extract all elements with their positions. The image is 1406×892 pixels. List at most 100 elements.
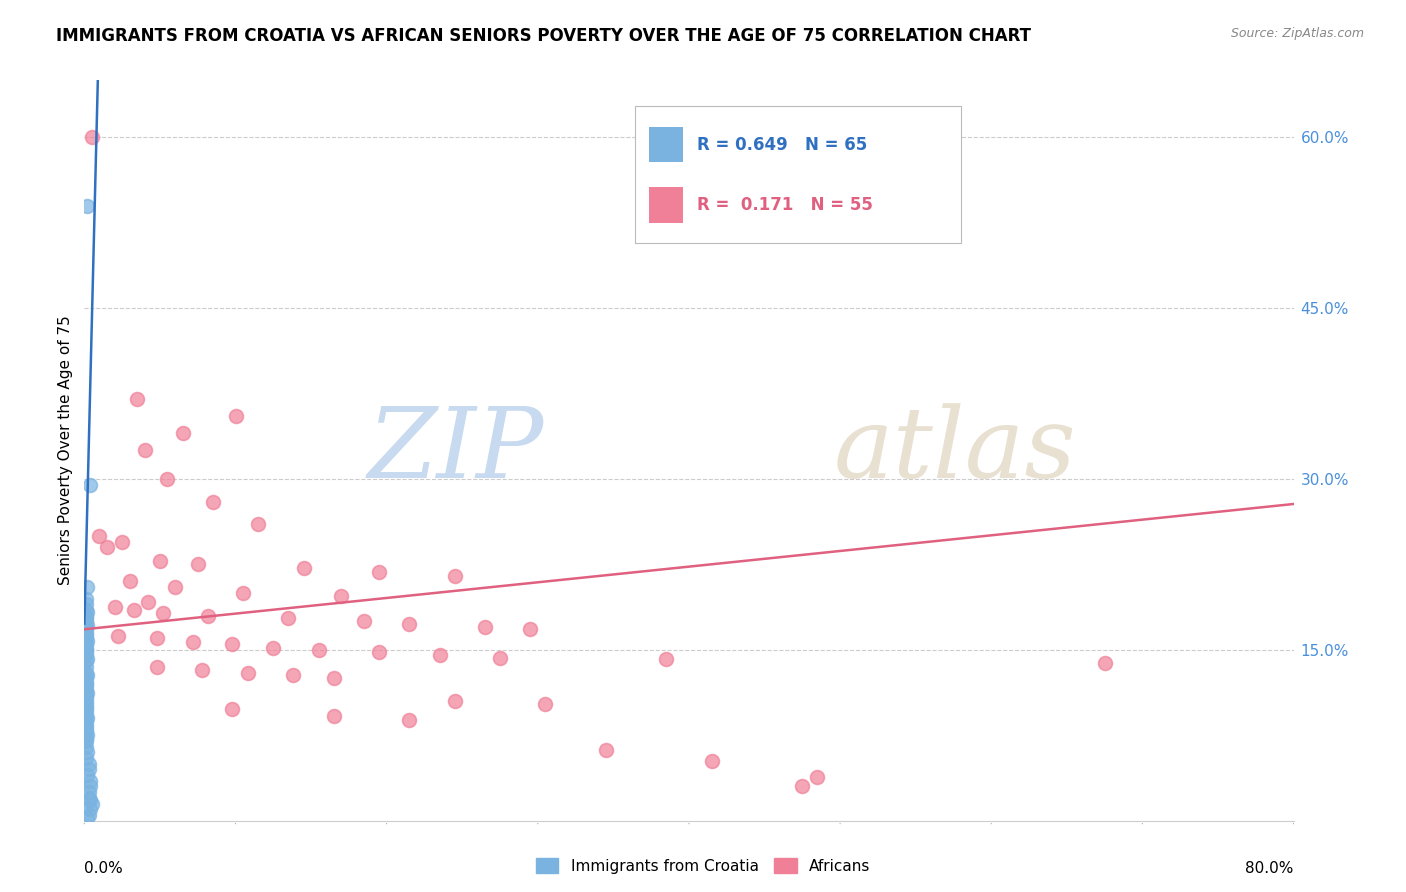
Point: [76, 633, 98, 648]
Point: [353, 615, 375, 629]
Point: [76, 668, 98, 682]
Text: ZIP: ZIP: [367, 403, 544, 498]
Point: [107, 629, 129, 643]
Legend: Immigrants from Croatia, Africans: Immigrants from Croatia, Africans: [530, 852, 876, 880]
Point: [79, 780, 101, 794]
Point: [398, 616, 420, 631]
Point: [76, 652, 98, 666]
Point: [281, 668, 304, 682]
Point: [172, 426, 194, 441]
Point: [1094, 657, 1116, 671]
Point: [75, 709, 97, 723]
Point: [75, 625, 97, 640]
Point: [76, 686, 98, 700]
Point: [75, 716, 97, 731]
Point: [75, 690, 97, 705]
Point: [443, 568, 465, 582]
Point: [77, 808, 100, 822]
Point: [191, 663, 214, 677]
Point: [806, 770, 828, 784]
Point: [75, 620, 97, 634]
Point: [262, 640, 284, 655]
Point: [75, 724, 97, 739]
Point: [236, 665, 259, 680]
Point: [75, 698, 97, 712]
Point: [443, 694, 465, 708]
Point: [519, 622, 541, 636]
Point: [76, 745, 98, 759]
Text: IMMIGRANTS FROM CROATIA VS AFRICAN SENIORS POVERTY OVER THE AGE OF 75 CORRELATIO: IMMIGRANTS FROM CROATIA VS AFRICAN SENIO…: [56, 27, 1031, 45]
FancyBboxPatch shape: [634, 106, 962, 244]
Point: [76, 728, 98, 742]
Point: [75, 731, 97, 746]
Point: [79, 773, 101, 788]
Point: [201, 494, 224, 508]
Point: [225, 409, 247, 424]
Point: [187, 558, 209, 572]
Point: [76, 711, 98, 725]
Point: [152, 607, 174, 621]
Point: [76, 768, 98, 782]
Point: [118, 574, 141, 589]
Point: [368, 645, 391, 659]
Point: [221, 702, 243, 716]
Point: [277, 611, 299, 625]
Point: [595, 743, 617, 757]
Point: [75, 682, 97, 697]
Point: [221, 637, 243, 651]
Point: [75, 674, 97, 689]
Point: [146, 660, 169, 674]
Point: [76, 198, 98, 212]
Point: [104, 599, 127, 614]
Point: [75, 642, 97, 657]
Point: [181, 635, 204, 649]
Point: [76, 580, 98, 594]
Point: [75, 689, 97, 703]
Point: [534, 698, 557, 712]
Point: [96, 541, 118, 555]
Point: [76, 811, 98, 825]
Point: [75, 632, 97, 646]
Point: [232, 586, 254, 600]
Bar: [650, 127, 683, 162]
Point: [77, 790, 100, 805]
Point: [165, 580, 187, 594]
Point: [75, 611, 97, 625]
Point: [75, 679, 97, 693]
Point: [655, 652, 678, 666]
Point: [146, 632, 169, 646]
Point: [489, 650, 512, 665]
Point: [75, 714, 97, 728]
Text: 0.0%: 0.0%: [84, 862, 124, 876]
Point: [474, 620, 496, 634]
Point: [792, 780, 814, 794]
Point: [75, 648, 97, 663]
Point: [75, 739, 97, 754]
Point: [127, 392, 149, 407]
Point: [322, 709, 344, 723]
Point: [247, 517, 270, 532]
Point: [75, 615, 97, 629]
Point: [75, 665, 97, 680]
Text: R = 0.649   N = 65: R = 0.649 N = 65: [697, 136, 868, 153]
Text: R =  0.171   N = 55: R = 0.171 N = 55: [697, 196, 873, 214]
Point: [398, 714, 420, 728]
Text: 80.0%: 80.0%: [1246, 862, 1294, 876]
Point: [75, 640, 97, 655]
Point: [75, 660, 97, 674]
Point: [89, 529, 111, 543]
Point: [77, 785, 100, 799]
Point: [700, 755, 723, 769]
Point: [75, 694, 97, 708]
Point: [322, 671, 344, 685]
Point: [79, 477, 101, 491]
Point: [79, 793, 101, 807]
Point: [76, 617, 98, 632]
Point: [75, 677, 97, 691]
Point: [75, 734, 97, 748]
Point: [134, 443, 156, 458]
Text: atlas: atlas: [834, 403, 1077, 498]
Point: [79, 802, 101, 816]
Point: [75, 591, 97, 606]
Point: [80, 130, 103, 145]
